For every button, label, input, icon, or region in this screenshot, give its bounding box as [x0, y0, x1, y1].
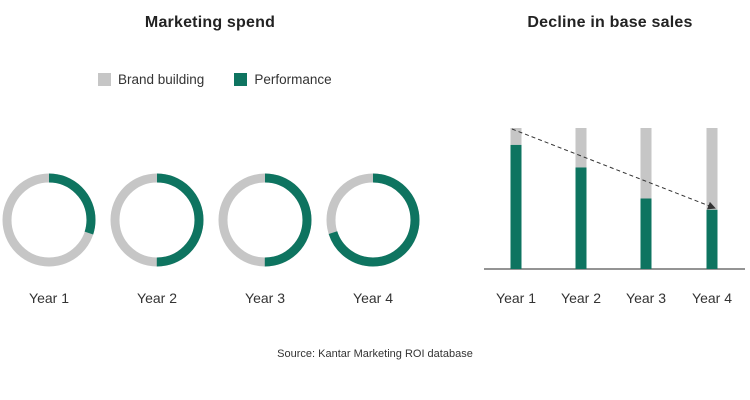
bar-brand-2: [575, 128, 587, 168]
legend-item-performance: Performance: [234, 72, 332, 87]
bar-label-2: Year 2: [561, 290, 601, 306]
donut-label-1: Year 1: [29, 290, 69, 306]
donut-performance-segment-1: [2, 173, 96, 267]
legend-item-brand: Brand building: [98, 72, 204, 87]
bar-performance-3: [640, 198, 652, 269]
donut-performance-segment-4: [326, 173, 420, 267]
legend-label-performance: Performance: [254, 72, 332, 87]
bar-brand-3: [640, 128, 652, 199]
base-sales-title: Decline in base sales: [527, 14, 693, 31]
bar-label-4: Year 4: [692, 290, 732, 306]
legend-label-brand: Brand building: [118, 72, 205, 87]
bar-performance-4: [706, 209, 718, 269]
legend: Brand building Performance: [98, 72, 354, 87]
donut-performance-segment-2: [110, 173, 204, 267]
bar-performance-2: [575, 167, 587, 269]
bar-performance-1: [510, 144, 522, 269]
donut-performance-segment-3: [218, 173, 312, 267]
bar-brand-4: [706, 128, 718, 210]
source-note: Source: Kantar Marketing ROI database: [277, 348, 473, 360]
donut-label-4: Year 4: [353, 290, 393, 306]
bar-label-3: Year 3: [626, 290, 666, 306]
bar-brand-1: [510, 128, 522, 145]
donut-label-3: Year 3: [245, 290, 285, 306]
marketing-spend-title: Marketing spend: [144, 14, 276, 31]
donut-label-2: Year 2: [137, 290, 177, 306]
bar-label-1: Year 1: [496, 290, 536, 306]
legend-swatch-brand: [98, 73, 111, 86]
trend-arrow: [511, 128, 716, 210]
legend-swatch-performance: [234, 73, 248, 86]
